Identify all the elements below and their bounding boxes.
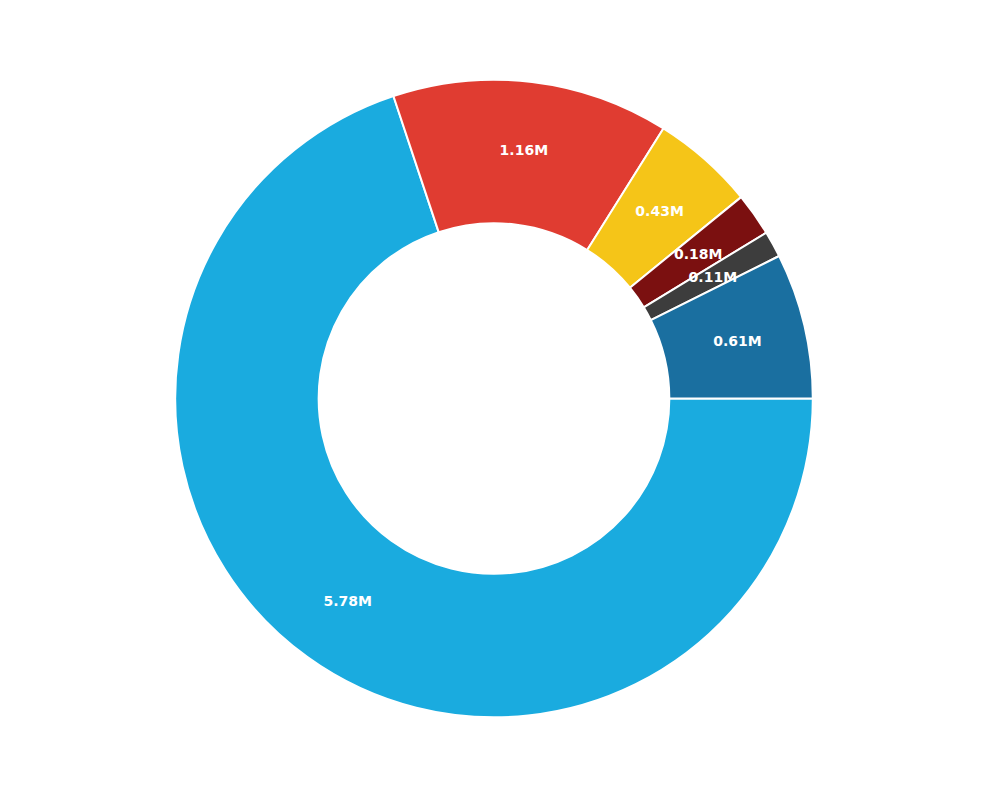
svg-text:5.78M: 5.78M <box>323 593 371 609</box>
svg-text:0.43M: 0.43M <box>635 203 683 219</box>
svg-text:0.18M: 0.18M <box>674 246 722 262</box>
svg-text:0.61M: 0.61M <box>713 333 761 349</box>
svg-text:0.11M: 0.11M <box>689 269 737 285</box>
svg-text:1.16M: 1.16M <box>500 142 548 158</box>
